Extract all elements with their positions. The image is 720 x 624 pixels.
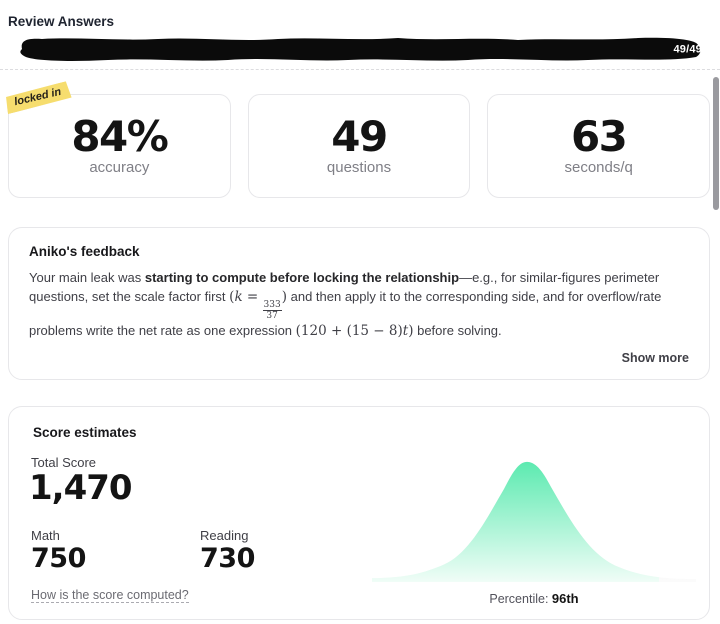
- fraction-numerator: 333: [262, 299, 282, 312]
- percentile-caption: Percentile: 96th: [372, 591, 696, 606]
- reading-score-block: Reading 730: [200, 528, 369, 573]
- percentile-label: Percentile:: [489, 592, 552, 607]
- feedback-text: Your main leak was starting to compute b…: [29, 269, 689, 341]
- how-score-computed-link[interactable]: How is the score computed?: [31, 588, 189, 604]
- feedback-title: Aniko's feedback: [29, 244, 140, 259]
- bell-curve-green-area: [372, 461, 659, 583]
- math-score-label: Math: [31, 527, 60, 543]
- score-estimates-title: Score estimates: [33, 425, 137, 441]
- accuracy-value: 84%: [71, 111, 169, 161]
- math-score-block: Math 750: [31, 528, 200, 573]
- math-paren: ): [408, 322, 414, 339]
- score-estimates-card: Score estimates Total Score 1,470 Math 7…: [8, 406, 710, 621]
- feedback-text-bold: starting to compute before locking the r…: [144, 270, 460, 285]
- questions-value: 49: [331, 111, 388, 161]
- page-title: Review Answers: [8, 14, 115, 29]
- feedback-text-3: and then apply it to the corresponding s…: [29, 288, 662, 338]
- redaction-scribble: [20, 37, 701, 61]
- feedback-text-1: Your main leak was: [29, 270, 145, 285]
- math-equals: =: [242, 288, 263, 305]
- math-paren: (: [229, 288, 235, 305]
- feedback-text-2: —e.g., for similar-figures perimeter que…: [29, 270, 660, 304]
- seconds-value: 63: [570, 111, 628, 161]
- stats-row: 84% accuracy 49 questions 63 seconds/q: [8, 94, 711, 198]
- stat-card-questions: 49 questions: [247, 94, 471, 198]
- reading-score-label: Reading: [200, 527, 249, 543]
- stat-card-accuracy: 84% accuracy: [8, 94, 231, 198]
- total-score-label: Total Score: [31, 455, 97, 471]
- math-paren: ): [281, 288, 287, 305]
- scrollbar-thumb[interactable]: [713, 77, 719, 210]
- fraction-denominator: 37: [266, 311, 278, 322]
- accuracy-label: accuracy: [89, 159, 150, 177]
- math-score-value: 750: [31, 542, 86, 574]
- math-rate-expression: (120 + (15 − 8)t): [296, 323, 414, 339]
- math-fraction: 333 37: [262, 299, 282, 322]
- math-scale-factor: (k = 333 37): [229, 288, 287, 321]
- math-var-t: t: [402, 322, 409, 339]
- feedback-text-4: before solving.: [413, 322, 502, 338]
- redacted-question-strip: 49/49: [8, 36, 706, 62]
- feedback-card: Aniko's feedback Your main leak was star…: [8, 227, 710, 381]
- section-scores-row: Math 750 Reading 730: [31, 528, 689, 573]
- math-var-k: k: [234, 288, 243, 305]
- show-more-button[interactable]: Show more: [621, 351, 689, 366]
- stat-card-seconds: 63 seconds/q: [487, 94, 711, 198]
- total-score-value: 1,470: [29, 468, 133, 509]
- seconds-label: seconds/q: [564, 159, 633, 177]
- percentile-value: 96th: [551, 591, 579, 607]
- reading-score-value: 730: [200, 542, 255, 574]
- questions-label: questions: [326, 159, 392, 177]
- math-rate-pre: (120 + (15 − 8): [295, 322, 403, 339]
- percentile-bell-curve: [372, 456, 696, 583]
- question-count-badge: 49/49: [673, 43, 702, 56]
- dashed-divider: [0, 69, 720, 70]
